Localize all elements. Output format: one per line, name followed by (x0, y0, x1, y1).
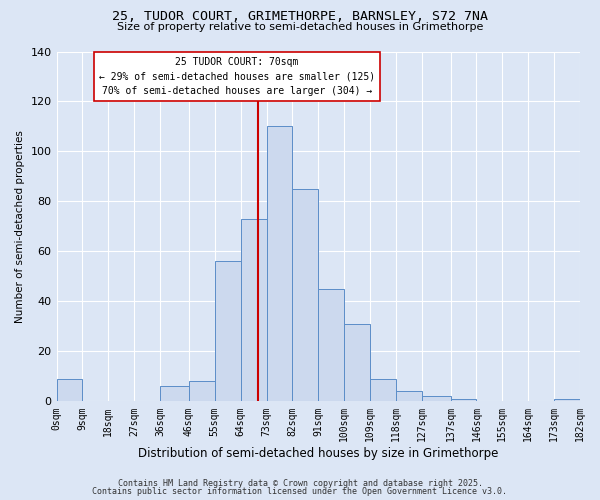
Bar (554, 399, 580, 402)
Bar (215, 262, 241, 402)
Bar (370, 379, 396, 402)
Text: 25, TUDOR COURT, GRIMETHORPE, BARNSLEY, S72 7NA: 25, TUDOR COURT, GRIMETHORPE, BARNSLEY, … (112, 10, 488, 23)
Bar (189, 382, 215, 402)
Text: Contains public sector information licensed under the Open Government Licence v3: Contains public sector information licen… (92, 487, 508, 496)
Bar (241, 219, 266, 402)
Y-axis label: Number of semi-detached properties: Number of semi-detached properties (15, 130, 25, 323)
Text: 25 TUDOR COURT: 70sqm
← 29% of semi-detached houses are smaller (125)
70% of sem: 25 TUDOR COURT: 70sqm ← 29% of semi-deta… (99, 56, 375, 96)
Bar (396, 392, 422, 402)
X-axis label: Distribution of semi-detached houses by size in Grimethorpe: Distribution of semi-detached houses by … (138, 447, 499, 460)
Bar (422, 396, 451, 402)
Bar (344, 324, 370, 402)
Bar (292, 189, 318, 402)
Bar (56, 379, 82, 402)
Bar (451, 399, 476, 402)
Text: Size of property relative to semi-detached houses in Grimethorpe: Size of property relative to semi-detach… (117, 22, 483, 32)
Text: Contains HM Land Registry data © Crown copyright and database right 2025.: Contains HM Land Registry data © Crown c… (118, 478, 482, 488)
Bar (266, 126, 292, 402)
Bar (160, 386, 189, 402)
Bar (318, 289, 344, 402)
